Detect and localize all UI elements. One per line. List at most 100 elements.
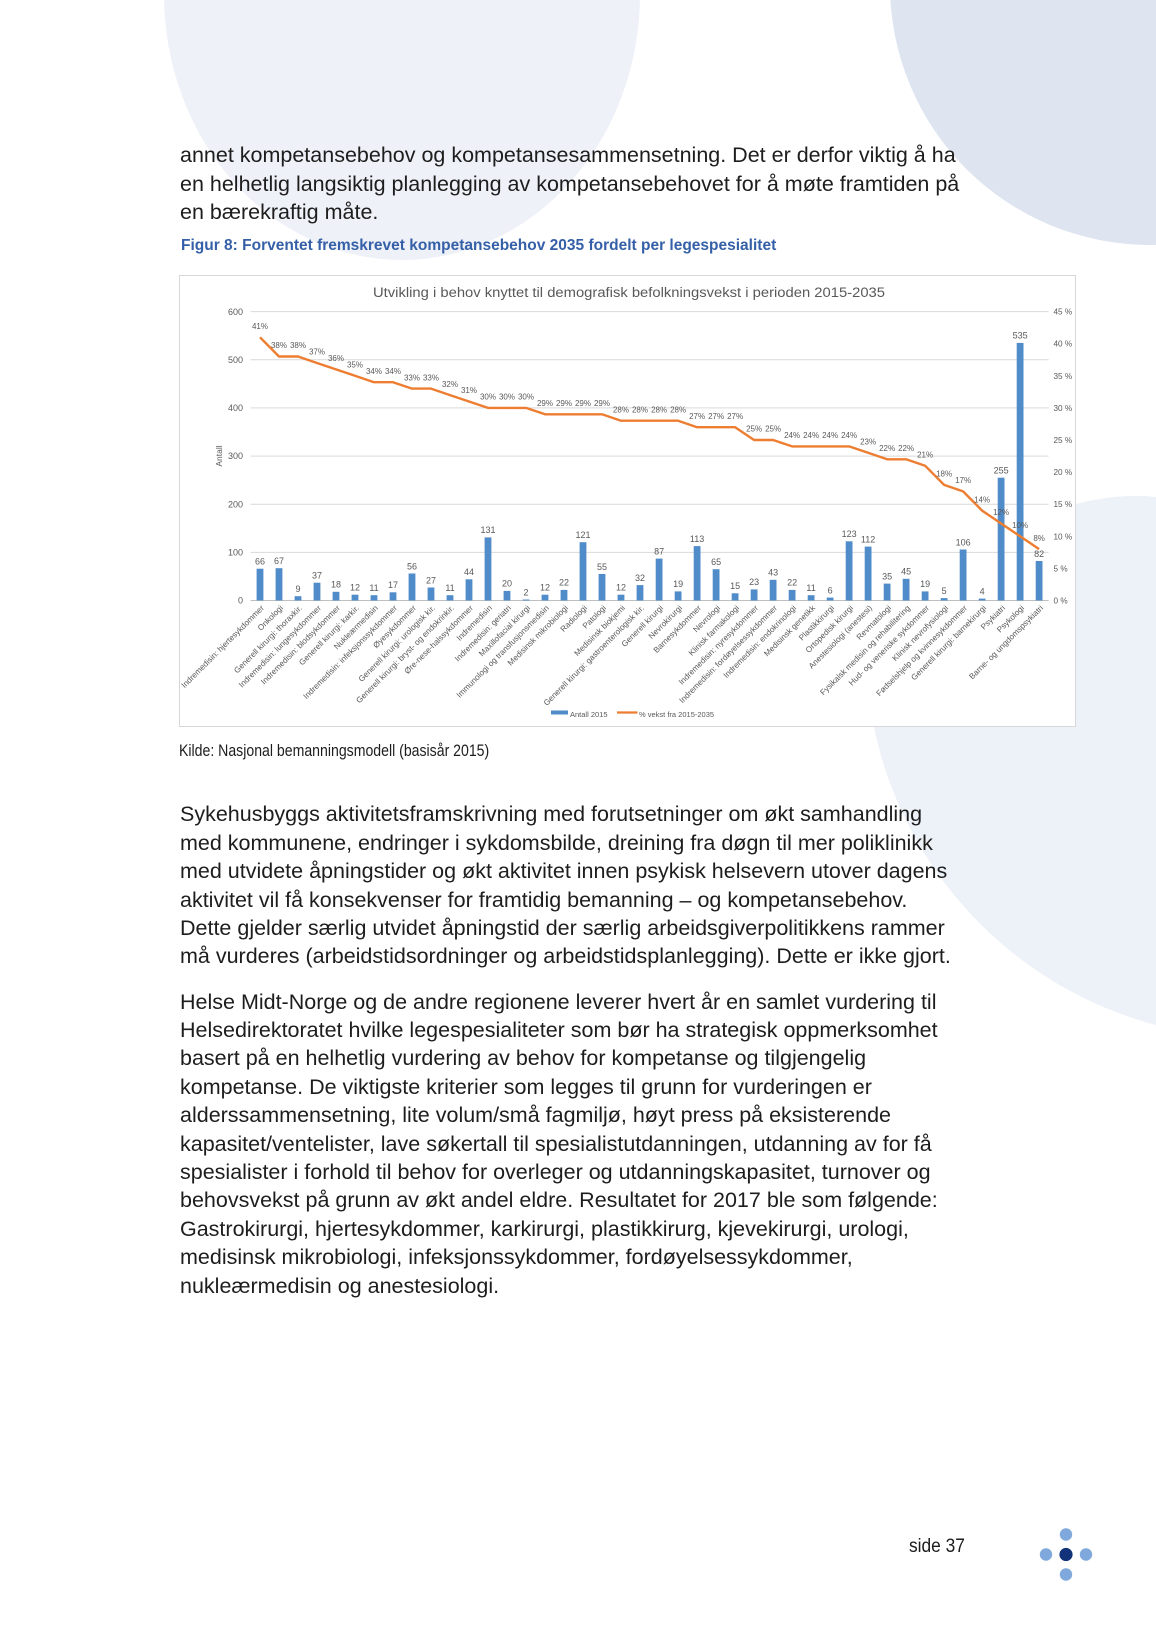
- svg-text:5 %: 5 %: [1054, 564, 1068, 573]
- svg-text:112: 112: [861, 534, 875, 544]
- svg-text:20: 20: [502, 579, 512, 589]
- svg-text:100: 100: [228, 548, 243, 558]
- svg-text:22: 22: [787, 578, 797, 588]
- svg-text:0: 0: [238, 596, 243, 606]
- svg-text:25 %: 25 %: [1054, 436, 1073, 445]
- svg-text:17: 17: [388, 580, 398, 590]
- svg-text:29%: 29%: [537, 399, 553, 408]
- svg-text:19: 19: [920, 579, 930, 589]
- svg-text:24%: 24%: [784, 431, 800, 440]
- svg-text:31%: 31%: [461, 386, 477, 395]
- svg-text:21%: 21%: [917, 450, 933, 459]
- svg-text:22: 22: [559, 578, 569, 588]
- svg-text:300: 300: [228, 451, 243, 461]
- svg-text:34%: 34%: [366, 367, 382, 376]
- svg-text:131: 131: [480, 525, 495, 535]
- svg-text:18: 18: [331, 580, 341, 590]
- svg-text:35%: 35%: [347, 361, 363, 370]
- svg-text:255: 255: [994, 466, 1009, 476]
- svg-text:65: 65: [711, 557, 721, 567]
- svg-text:33%: 33%: [423, 373, 439, 382]
- svg-text:27: 27: [426, 575, 436, 585]
- svg-text:38%: 38%: [290, 341, 306, 350]
- svg-text:19: 19: [673, 579, 683, 589]
- svg-text:24%: 24%: [822, 431, 838, 440]
- svg-text:4: 4: [980, 586, 985, 596]
- svg-text:23%: 23%: [860, 438, 876, 447]
- svg-text:400: 400: [228, 403, 243, 413]
- svg-text:28%: 28%: [632, 405, 648, 414]
- svg-text:11: 11: [369, 583, 378, 593]
- svg-text:28%: 28%: [613, 405, 629, 414]
- svg-text:27%: 27%: [727, 412, 743, 421]
- svg-text:27%: 27%: [689, 412, 705, 421]
- svg-text:8%: 8%: [1033, 534, 1045, 543]
- svg-text:44: 44: [464, 567, 474, 577]
- svg-text:35 %: 35 %: [1054, 372, 1073, 381]
- svg-text:Antall 2015: Antall 2015: [570, 710, 608, 719]
- svg-text:33%: 33%: [404, 373, 420, 382]
- svg-text:10 %: 10 %: [1054, 532, 1073, 541]
- svg-text:23: 23: [749, 577, 759, 587]
- svg-text:600: 600: [228, 307, 243, 317]
- svg-text:25%: 25%: [746, 425, 762, 434]
- svg-text:29%: 29%: [556, 399, 572, 408]
- svg-text:43: 43: [768, 568, 778, 578]
- svg-text:9: 9: [295, 584, 300, 594]
- svg-text:15: 15: [730, 581, 740, 591]
- svg-text:22%: 22%: [879, 444, 895, 453]
- svg-text:11: 11: [806, 583, 815, 593]
- svg-text:40 %: 40 %: [1054, 340, 1073, 349]
- svg-text:106: 106: [956, 537, 971, 547]
- svg-text:30%: 30%: [480, 393, 496, 402]
- svg-text:535: 535: [1013, 331, 1028, 341]
- svg-text:45 %: 45 %: [1054, 308, 1073, 317]
- svg-text:67: 67: [274, 556, 284, 566]
- svg-text:32%: 32%: [442, 380, 458, 389]
- svg-text:12%: 12%: [993, 508, 1009, 517]
- svg-text:37%: 37%: [309, 348, 325, 357]
- svg-text:12: 12: [616, 583, 626, 593]
- svg-text:10%: 10%: [1012, 521, 1028, 530]
- svg-text:24%: 24%: [841, 431, 857, 440]
- svg-text:113: 113: [690, 534, 704, 544]
- svg-text:200: 200: [228, 499, 243, 509]
- svg-text:Utvikling i behov knyttet til: Utvikling i behov knyttet til demografis…: [373, 285, 885, 300]
- svg-text:12: 12: [540, 583, 550, 593]
- svg-text:121: 121: [575, 530, 590, 540]
- svg-text:14%: 14%: [974, 495, 990, 504]
- svg-text:18%: 18%: [936, 470, 952, 479]
- svg-text:45: 45: [901, 567, 911, 577]
- svg-text:36%: 36%: [328, 354, 344, 363]
- svg-text:34%: 34%: [385, 367, 401, 376]
- svg-text:29%: 29%: [594, 399, 610, 408]
- svg-text:25%: 25%: [765, 425, 781, 434]
- svg-text:82: 82: [1034, 549, 1044, 559]
- svg-text:28%: 28%: [670, 405, 686, 414]
- svg-text:56: 56: [407, 561, 417, 571]
- svg-text:123: 123: [842, 529, 857, 539]
- svg-text:500: 500: [228, 355, 243, 365]
- svg-text:30%: 30%: [518, 393, 534, 402]
- svg-text:% vekst fra 2015-2035: % vekst fra 2015-2035: [639, 710, 714, 719]
- svg-text:6: 6: [828, 585, 833, 595]
- svg-text:5: 5: [942, 586, 947, 596]
- svg-text:38%: 38%: [271, 341, 287, 350]
- svg-text:28%: 28%: [651, 405, 667, 414]
- svg-text:55: 55: [597, 562, 607, 572]
- svg-text:0 %: 0 %: [1054, 597, 1068, 606]
- svg-text:11: 11: [445, 583, 454, 593]
- svg-text:17%: 17%: [955, 476, 971, 485]
- svg-text:15 %: 15 %: [1054, 500, 1073, 509]
- svg-text:20 %: 20 %: [1054, 468, 1073, 477]
- svg-text:37: 37: [312, 571, 322, 581]
- svg-text:29%: 29%: [575, 399, 591, 408]
- svg-text:Antall: Antall: [214, 445, 224, 466]
- svg-text:30%: 30%: [499, 393, 515, 402]
- svg-text:66: 66: [255, 557, 265, 567]
- svg-text:12: 12: [350, 583, 360, 593]
- svg-text:32: 32: [635, 573, 645, 583]
- svg-text:24%: 24%: [803, 431, 819, 440]
- svg-text:2: 2: [523, 587, 528, 597]
- svg-text:30 %: 30 %: [1054, 404, 1073, 413]
